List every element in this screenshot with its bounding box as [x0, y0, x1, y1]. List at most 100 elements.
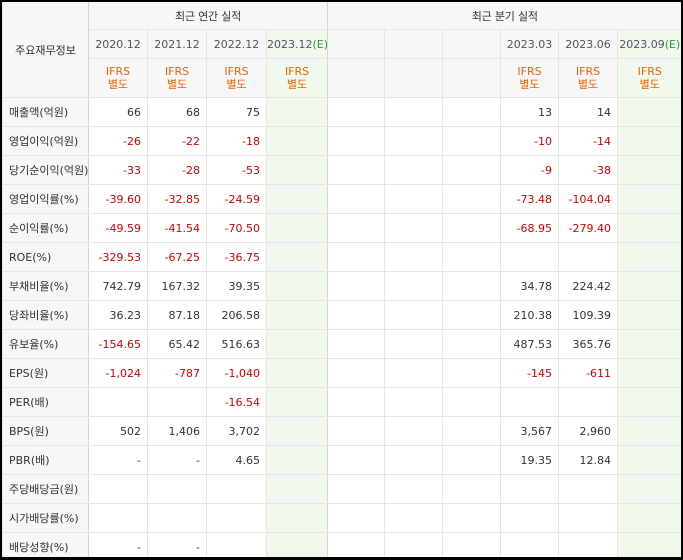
quarter-value-cell: -10	[500, 126, 559, 156]
row-label: PER(배)	[2, 387, 89, 417]
quarter-value-cell: 487.53	[500, 329, 559, 359]
annual-value-cell	[266, 213, 328, 243]
table-row: ROE(%) -329.53 -67.25 -36.75	[2, 242, 681, 272]
quarter-value-cell	[384, 329, 443, 359]
quarter-value-cell	[442, 300, 501, 330]
annual-value-cell: 36.23	[88, 300, 148, 330]
quarter-value-cell	[327, 271, 385, 301]
quarter-value-cell	[616, 271, 681, 301]
table-row: 시가배당률(%)	[2, 503, 681, 533]
quarter-value-cell	[384, 242, 443, 272]
annual-value-cell: -24.59	[206, 184, 267, 214]
annual-period-header: 2021.12	[147, 29, 207, 59]
table-row: PER(배) -16.54	[2, 387, 681, 417]
annual-value-cell	[266, 445, 328, 475]
quarter-value-cell	[442, 474, 501, 504]
quarter-value-cell	[442, 97, 501, 127]
annual-value-cell	[266, 532, 328, 557]
annual-value-cell: 4.65	[206, 445, 267, 475]
annual-value-cell: 66	[88, 97, 148, 127]
quarter-value-cell	[442, 358, 501, 388]
quarter-value-cell	[327, 213, 385, 243]
annual-value-cell	[147, 503, 207, 533]
row-label: 순이익률(%)	[2, 213, 89, 243]
quarter-value-cell	[384, 416, 443, 446]
quarter-value-cell: -104.04	[558, 184, 618, 214]
quarter-value-cell	[442, 213, 501, 243]
quarter-value-cell: -14	[558, 126, 618, 156]
quarter-value-cell	[384, 503, 443, 533]
quarter-value-cell	[616, 416, 681, 446]
table-row: 영업이익률(%) -39.60 -32.85 -24.59 -73.48 -104.04	[2, 184, 681, 214]
quarter-value-cell	[327, 358, 385, 388]
annual-value-cell	[206, 532, 267, 557]
annual-value-cell: -1,040	[206, 358, 267, 388]
ifrs-label: IFRS 별도	[616, 58, 681, 98]
annual-value-cell: -18	[206, 126, 267, 156]
annual-value-cell: -154.65	[88, 329, 148, 359]
table-row: EPS(원) -1,024 -787 -1,040 -145 -611	[2, 358, 681, 388]
annual-value-cell: -	[147, 445, 207, 475]
row-label: ROE(%)	[2, 242, 89, 272]
quarter-value-cell	[384, 155, 443, 185]
table-row: BPS(원) 502 1,406 3,702 3,567 2,960	[2, 416, 681, 446]
row-label: 주당배당금(원)	[2, 474, 89, 504]
annual-value-cell	[266, 474, 328, 504]
annual-value-cell: -33	[88, 155, 148, 185]
quarter-value-cell	[616, 184, 681, 214]
quarter-value-cell	[384, 184, 443, 214]
ifrs-standard: IFRS	[637, 65, 662, 78]
quarter-value-cell	[384, 97, 443, 127]
quarter-value-cell	[327, 126, 385, 156]
quarter-value-cell	[442, 445, 501, 475]
quarter-value-cell: 14	[558, 97, 618, 127]
annual-value-cell: 167.32	[147, 271, 207, 301]
row-label: 유보율(%)	[2, 329, 89, 359]
quarter-value-cell: 210.38	[500, 300, 559, 330]
row-label: 부채비율(%)	[2, 271, 89, 301]
annual-value-cell: -	[147, 532, 207, 557]
ifrs-label: IFRS 별도	[88, 58, 148, 98]
annual-value-cell: -1,024	[88, 358, 148, 388]
quarter-value-cell	[500, 532, 559, 557]
annual-value-cell	[266, 300, 328, 330]
quarter-value-cell	[616, 329, 681, 359]
annual-value-cell	[266, 155, 328, 185]
quarter-value-cell	[442, 271, 501, 301]
quarter-value-cell	[616, 126, 681, 156]
table-row: 당좌비율(%) 36.23 87.18 206.58 210.38 109.39	[2, 300, 681, 330]
ifrs-label: IFRS 별도	[147, 58, 207, 98]
annual-period-header: 2020.12	[88, 29, 148, 59]
table-row: 배당성향(%) - -	[2, 532, 681, 557]
quarter-value-cell	[384, 532, 443, 557]
row-label: 당좌비율(%)	[2, 300, 89, 330]
annual-value-cell: -32.85	[147, 184, 207, 214]
quarter-value-cell	[500, 242, 559, 272]
quarter-value-cell	[384, 126, 443, 156]
quarter-value-cell	[616, 532, 681, 557]
row-label: 영업이익률(%)	[2, 184, 89, 214]
annual-value-cell: -67.25	[147, 242, 207, 272]
quarter-value-cell	[384, 445, 443, 475]
quarter-group-header: 최근 분기 실적	[326, 2, 681, 30]
table-row: 순이익률(%) -49.59 -41.54 -70.50 -68.95 -279.40	[2, 213, 681, 243]
quarter-value-cell: 34.78	[500, 271, 559, 301]
quarter-value-cell	[616, 445, 681, 475]
annual-value-cell: -22	[147, 126, 207, 156]
quarter-value-cell: -279.40	[558, 213, 618, 243]
quarter-value-cell: 13	[500, 97, 559, 127]
ifrs-standard: IFRS	[164, 65, 190, 78]
quarter-period-header: 2023.03	[500, 29, 559, 59]
row-label: 매출액(억원)	[2, 97, 89, 127]
quarter-value-cell	[616, 387, 681, 417]
table-row: 매출액(억원) 66 68 75 13 14	[2, 97, 681, 127]
ifrs-label	[384, 58, 443, 98]
ifrs-standard: IFRS	[105, 65, 131, 78]
annual-value-cell: 206.58	[206, 300, 267, 330]
quarter-value-cell	[616, 300, 681, 330]
quarter-value-cell: -611	[558, 358, 618, 388]
quarter-value-cell	[327, 97, 385, 127]
ifrs-label	[327, 58, 385, 98]
quarter-value-cell	[558, 387, 618, 417]
